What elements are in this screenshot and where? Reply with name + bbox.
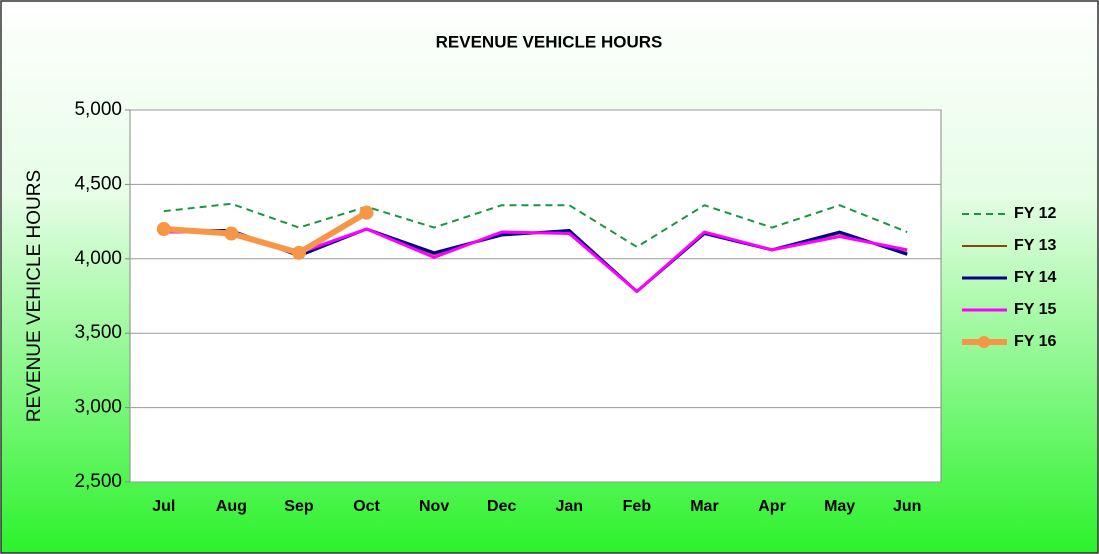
legend-label: FY 13 (1014, 237, 1057, 254)
series-marker (156, 222, 171, 237)
legend-label: FY 12 (1014, 205, 1057, 222)
series-marker (359, 205, 374, 220)
x-tick-label: Jan (556, 498, 584, 515)
y-tick-label: 3,000 (74, 397, 122, 418)
x-tick-label: Sep (284, 498, 314, 515)
x-tick-label: Feb (623, 498, 652, 515)
legend-label: FY 14 (1014, 269, 1057, 286)
series-line (163, 210, 369, 256)
x-tick-label: May (824, 498, 855, 515)
x-tick-label: Jun (893, 498, 921, 515)
series-line (163, 202, 908, 248)
x-tick-label: Apr (758, 498, 786, 515)
legend-label: FY 15 (1014, 301, 1057, 318)
series-marker (291, 245, 306, 260)
x-tick-label: Dec (487, 498, 516, 515)
series-marker (224, 226, 239, 241)
y-axis-label: REVENUE VEHICLE HOURS (24, 170, 45, 422)
chart-title: REVENUE VEHICLE HOURS (436, 32, 663, 51)
x-tick-label: Aug (216, 498, 247, 515)
x-tick-label: Oct (353, 498, 380, 515)
y-tick-label: 3,500 (74, 322, 122, 343)
x-tick-label: Nov (419, 498, 449, 515)
y-tick-label: 2,500 (74, 471, 122, 492)
x-tick-label: Jul (152, 498, 175, 515)
y-tick-label: 5,000 (74, 99, 122, 120)
y-tick-label: 4,000 (74, 248, 122, 269)
legend-marker (978, 336, 990, 348)
x-tick-label: Mar (690, 498, 718, 515)
legend-label: FY 16 (1014, 333, 1057, 350)
plot-area (129, 109, 942, 483)
y-tick-label: 4,500 (74, 173, 122, 194)
